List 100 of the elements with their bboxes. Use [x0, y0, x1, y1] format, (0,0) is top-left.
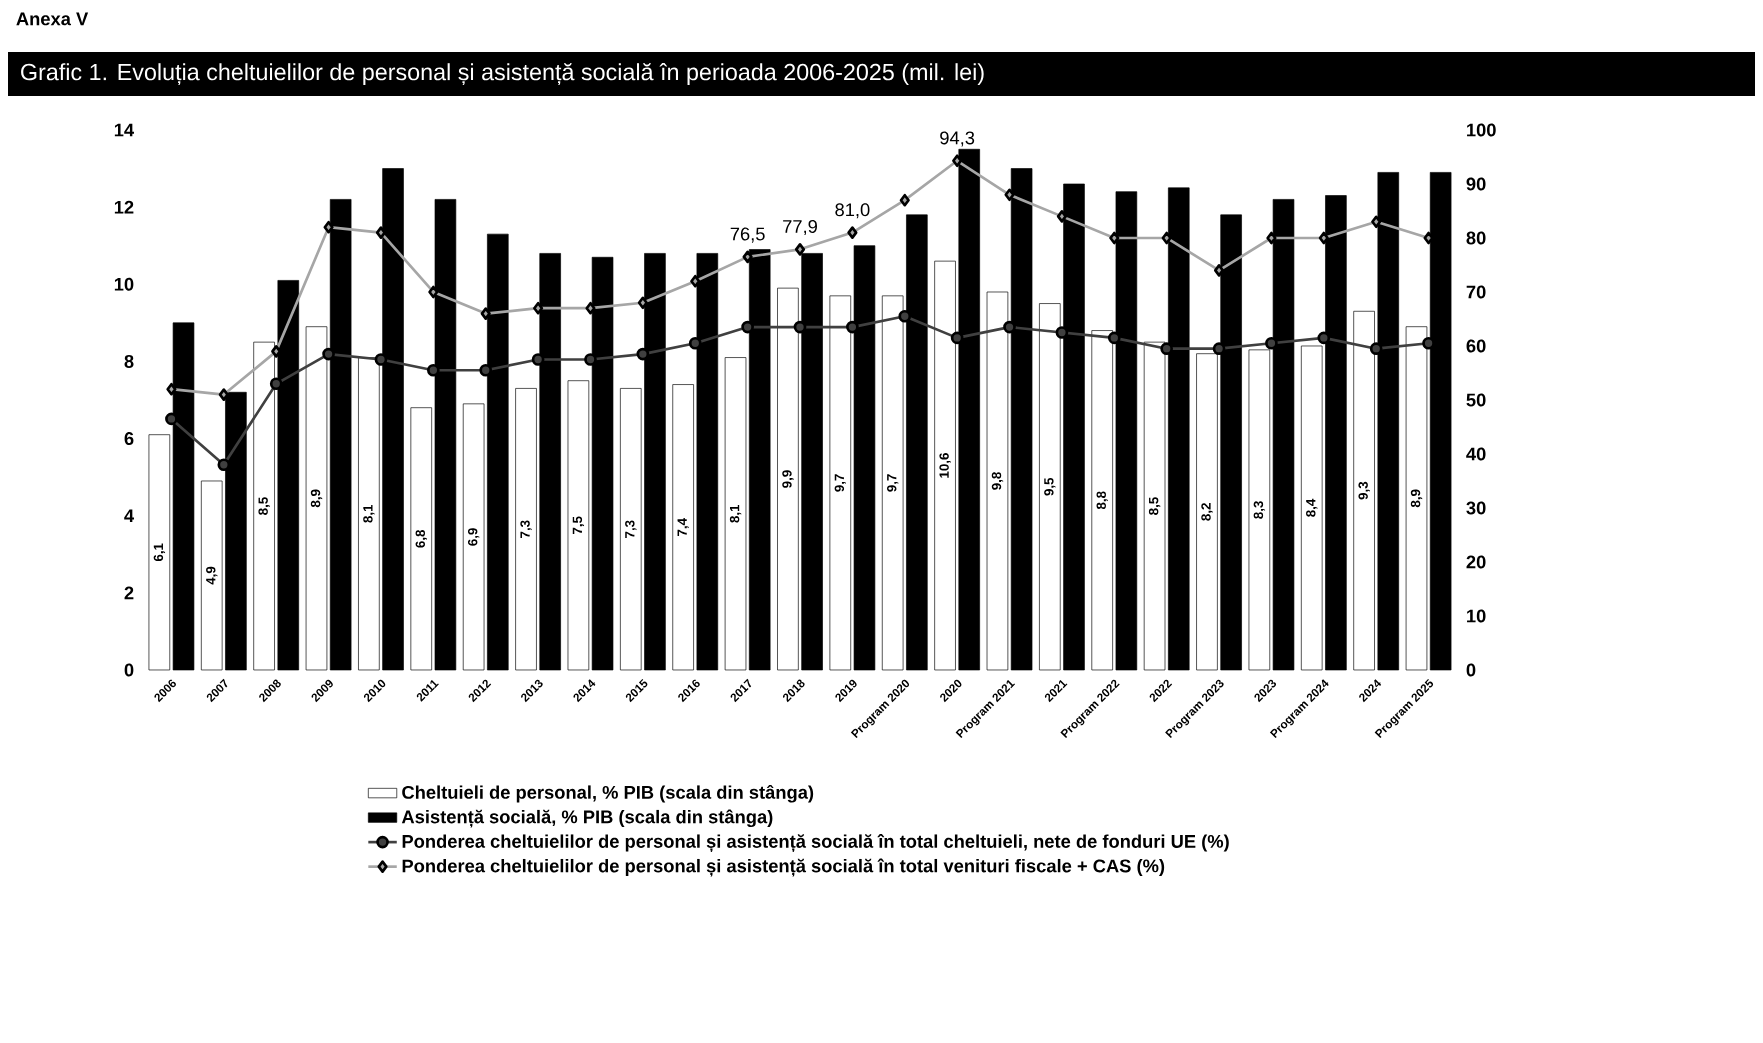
data-label: 8,9 — [310, 489, 323, 508]
y-tick-label: 4 — [124, 509, 135, 523]
legend-label: Ponderea cheltuielilor de personal și asistență socială în total cheltuieli, nete de fonduri UE (%) — [402, 834, 1229, 852]
point — [166, 382, 177, 396]
y2-tick-label: 70 — [1466, 285, 1486, 299]
point — [637, 296, 648, 310]
point — [688, 336, 702, 350]
point — [1109, 231, 1120, 245]
bar — [672, 384, 694, 671]
y2-tick-label: 90 — [1466, 177, 1486, 191]
y2-tick-label: 30 — [1466, 501, 1486, 515]
legend-label: Cheltuieli de personal, % PIB (scala din stânga) — [402, 785, 814, 803]
point — [793, 320, 807, 334]
point — [269, 377, 283, 391]
data-label: 77,9 — [783, 219, 817, 236]
point — [428, 285, 439, 299]
point — [427, 363, 440, 377]
data-label: 9,3 — [1358, 481, 1370, 500]
data-label: 7,3 — [625, 520, 637, 538]
point — [1266, 231, 1277, 245]
point — [531, 353, 545, 366]
point — [741, 320, 754, 334]
data-label: 8,2 — [1201, 503, 1213, 521]
point — [847, 226, 858, 239]
point — [1056, 210, 1067, 223]
data-label: 7,4 — [677, 518, 689, 536]
point — [480, 307, 491, 320]
y-tick-label: 14 — [114, 123, 135, 137]
point — [898, 309, 912, 323]
point — [1161, 231, 1172, 245]
point — [1213, 264, 1225, 277]
point — [846, 320, 859, 334]
point — [1265, 336, 1278, 350]
point — [636, 347, 650, 361]
data-label: 6,9 — [467, 528, 480, 546]
bar — [462, 403, 485, 671]
y-tick-label: 0 — [124, 663, 134, 677]
y-tick-label: 2 — [124, 586, 134, 600]
y2-tick-label: 20 — [1466, 555, 1486, 569]
bar — [148, 434, 171, 671]
point — [584, 353, 597, 366]
y-tick-label: 10 — [114, 277, 134, 291]
point — [690, 274, 701, 288]
point — [322, 347, 335, 361]
data-label: 8,8 — [1096, 491, 1108, 510]
point — [1160, 342, 1174, 356]
bar — [620, 388, 642, 671]
data-label: 76,5 — [730, 227, 765, 243]
bar — [200, 480, 223, 671]
point — [950, 331, 964, 345]
text: Anexa V — [16, 12, 89, 26]
y-tick-label: 12 — [114, 200, 134, 214]
point — [1004, 188, 1015, 202]
data-label: 6,1 — [153, 543, 166, 562]
y2-tick-label: 50 — [1466, 393, 1486, 407]
data-label: 7,3 — [520, 520, 532, 538]
y2-tick-label: 10 — [1467, 609, 1486, 623]
point — [899, 193, 910, 207]
point — [1369, 342, 1383, 356]
point — [533, 301, 544, 315]
data-label: 8,3 — [1253, 501, 1266, 519]
point — [165, 412, 178, 426]
data-label: 94,3 — [940, 131, 975, 147]
point — [1055, 326, 1069, 339]
data-label: 9,8 — [991, 472, 1004, 490]
data-label: 9,5 — [1044, 477, 1056, 496]
bar — [724, 357, 747, 671]
legend-label: Asistență socială, % PIB (scala din stânga) — [401, 809, 773, 828]
data-label: 9,7 — [887, 474, 899, 492]
point — [374, 353, 388, 366]
point — [1317, 331, 1331, 345]
data-label: 8,5 — [258, 497, 270, 515]
point — [1318, 231, 1329, 245]
data-label: 10,6 — [939, 453, 951, 478]
y2-tick-label: 100 — [1467, 123, 1496, 137]
y-tick-label: 6 — [124, 432, 134, 446]
legend-label: Ponderea cheltuielilor de personal și asistență socială în total venituri fiscale + CAS (%) — [402, 858, 1165, 877]
data-label: 6,8 — [415, 529, 427, 548]
point — [218, 388, 229, 401]
data-label: 8,1 — [363, 504, 375, 523]
bar — [567, 380, 590, 671]
y2-tick-label: 60 — [1466, 339, 1486, 353]
point — [323, 220, 334, 234]
data-label: 81,0 — [835, 203, 870, 219]
point — [1107, 331, 1121, 345]
data-label: 4,9 — [206, 566, 218, 585]
y-tick-label: 8 — [124, 354, 134, 368]
y2-tick-label: 0 — [1466, 663, 1476, 677]
y2-tick-label: 40 — [1466, 447, 1486, 461]
bar — [410, 407, 433, 671]
data-label: 9,7 — [834, 474, 846, 492]
point — [742, 250, 753, 264]
y2-tick-label: 80 — [1466, 231, 1486, 245]
data-label: 8,9 — [1410, 489, 1423, 508]
bar — [515, 388, 537, 671]
point — [1422, 336, 1435, 350]
data-label: 7,5 — [572, 516, 585, 535]
data-label: 8,1 — [729, 504, 742, 523]
point — [1212, 342, 1226, 356]
point — [794, 242, 806, 256]
